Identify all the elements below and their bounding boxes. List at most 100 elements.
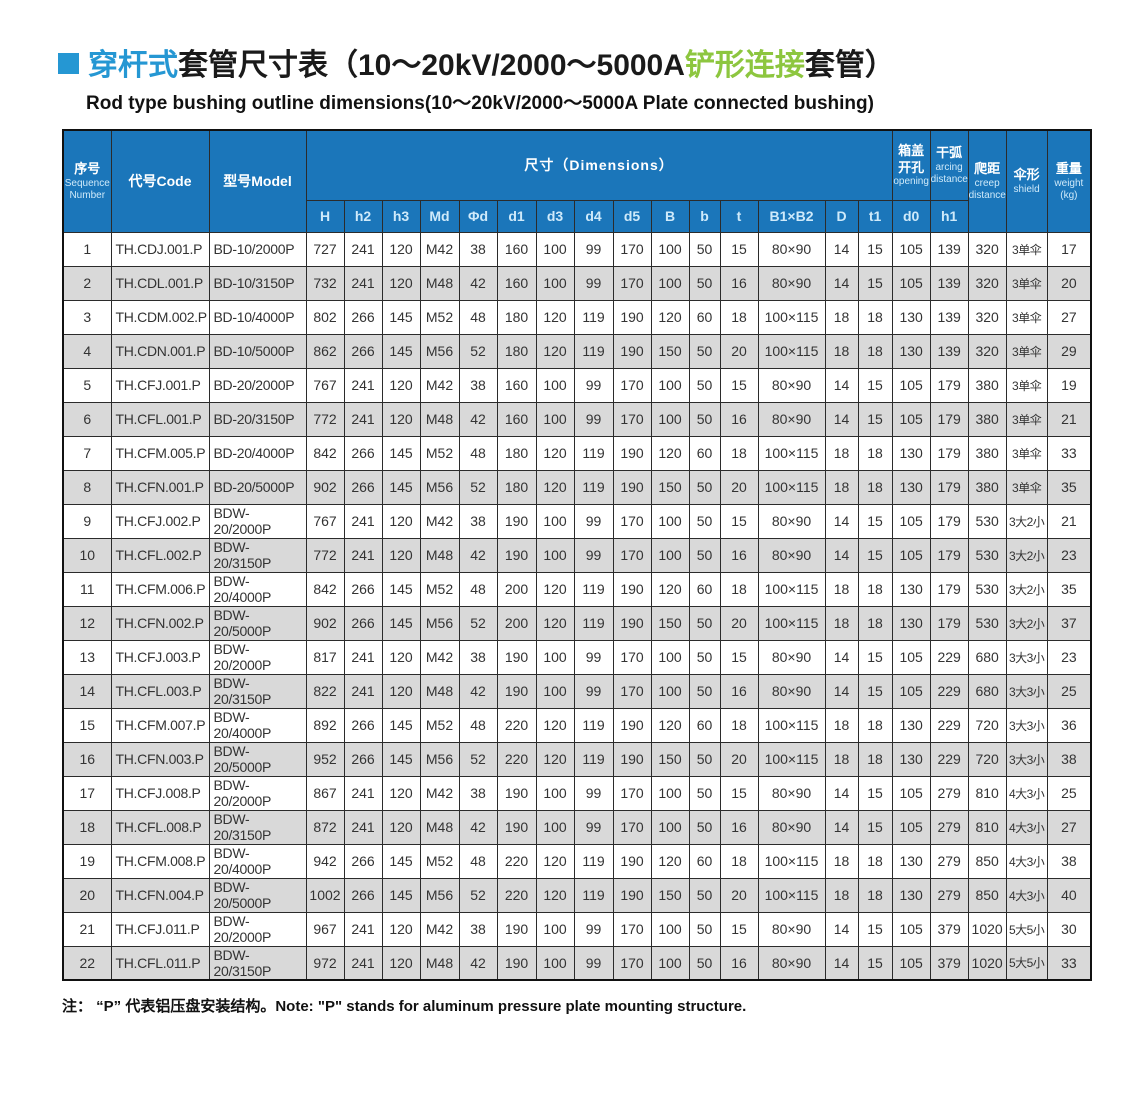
cell-weight: 25	[1046, 775, 1092, 811]
table-row: 2 TH.CDL.001.P BD-10/3150P 732 241 120 M48 42 16…	[62, 265, 1092, 301]
cell-d1: 220	[496, 741, 537, 777]
cell-t1: 18	[857, 435, 893, 471]
cell-creep-distance: 380	[967, 367, 1007, 403]
cell-d1: 190	[496, 911, 537, 947]
cell-model: BD-20/4000P	[208, 435, 307, 471]
cell-Md: M42	[419, 503, 460, 539]
cell-d5: 190	[612, 469, 652, 505]
cell-shield: 3单伞	[1005, 401, 1048, 437]
cell-H: 772	[305, 401, 345, 437]
col-header-d0: d0	[891, 199, 931, 233]
cell-phi-d: 38	[458, 775, 498, 811]
cell-phi-d: 52	[458, 469, 498, 505]
cell-t: 20	[719, 741, 759, 777]
cell-h3: 120	[381, 673, 421, 709]
cell-d0: 130	[891, 333, 931, 369]
cell-Md: M42	[419, 911, 460, 947]
cell-d4: 119	[573, 333, 614, 369]
cell-shield: 3单伞	[1005, 333, 1048, 369]
cell-model: BD-10/2000P	[208, 231, 307, 267]
cell-code: TH.CDN.001.P	[110, 333, 210, 369]
cell-H: 967	[305, 911, 345, 947]
cell-h1: 229	[929, 673, 969, 709]
cell-B: 150	[650, 333, 690, 369]
cell-Md: M48	[419, 265, 460, 301]
table-row: 21 TH.CFJ.011.P BDW-20/2000P 967 241 120 M42 38…	[62, 911, 1092, 947]
cell-creep-distance: 850	[967, 877, 1007, 913]
cell-b: 50	[688, 741, 721, 777]
cell-creep-distance: 720	[967, 741, 1007, 777]
cell-d4: 119	[573, 435, 614, 471]
cell-seq: 3	[62, 299, 112, 335]
col-header-phi-d: Φd	[458, 199, 498, 233]
cell-code: TH.CFM.006.P	[110, 571, 210, 607]
cell-t1: 15	[857, 775, 893, 811]
cell-d4: 119	[573, 299, 614, 335]
cell-D: 18	[824, 299, 859, 335]
table-row: 4 TH.CDN.001.P BD-10/5000P 862 266 145 M56 52 18…	[62, 333, 1092, 369]
cell-d1: 160	[496, 401, 537, 437]
cell-Md: M56	[419, 741, 460, 777]
cell-t: 18	[719, 435, 759, 471]
cell-d3: 100	[535, 265, 575, 301]
cell-d3: 120	[535, 299, 575, 335]
cell-Md: M56	[419, 877, 460, 913]
cell-weight: 27	[1046, 299, 1092, 335]
cell-D: 14	[824, 367, 859, 403]
cell-D: 18	[824, 469, 859, 505]
title-square-icon	[58, 52, 79, 74]
cell-d3: 120	[535, 877, 575, 913]
cell-D: 18	[824, 707, 859, 743]
page: 穿杆式套管尺寸表（10～20kV/2000～5000A铲形连接套管） Rod t…	[58, 49, 1093, 1015]
cell-model: BDW-20/2000P	[208, 911, 307, 947]
cell-shield: 3大3小	[1005, 707, 1048, 743]
cell-code: TH.CFL.011.P	[110, 945, 210, 981]
cell-h2: 241	[343, 401, 383, 437]
cell-t: 16	[719, 401, 759, 437]
cell-D: 14	[824, 945, 859, 981]
cell-seq: 4	[62, 333, 112, 369]
cell-h1: 379	[929, 945, 969, 981]
cell-b: 60	[688, 707, 721, 743]
cell-h3: 120	[381, 809, 421, 845]
cell-h3: 145	[381, 299, 421, 335]
cell-creep-distance: 530	[967, 537, 1007, 573]
cell-weight: 37	[1046, 605, 1092, 641]
cell-t: 16	[719, 809, 759, 845]
cell-B1xB2: 80×90	[757, 911, 826, 947]
cell-B1xB2: 80×90	[757, 401, 826, 437]
cell-d0: 105	[891, 367, 931, 403]
cell-phi-d: 42	[458, 537, 498, 573]
cell-h3: 120	[381, 911, 421, 947]
cell-d5: 190	[612, 299, 652, 335]
cell-d0: 130	[891, 843, 931, 879]
cell-seq: 6	[62, 401, 112, 437]
cell-Md: M42	[419, 775, 460, 811]
cell-B1xB2: 80×90	[757, 503, 826, 539]
cell-b: 50	[688, 265, 721, 301]
cell-t1: 18	[857, 707, 893, 743]
cell-weight: 30	[1046, 911, 1092, 947]
cell-model: BDW-20/3150P	[208, 809, 307, 845]
cell-B: 150	[650, 877, 690, 913]
cell-shield: 4大3小	[1005, 809, 1048, 845]
cell-B: 150	[650, 741, 690, 777]
cell-model: BDW-20/2000P	[208, 639, 307, 675]
cell-code: TH.CFN.002.P	[110, 605, 210, 641]
cell-h2: 266	[343, 435, 383, 471]
cell-t1: 18	[857, 333, 893, 369]
cell-t1: 15	[857, 911, 893, 947]
cell-phi-d: 52	[458, 333, 498, 369]
col-header-dimensions: 尺寸（Dimensions）	[305, 129, 893, 201]
cell-Md: M52	[419, 843, 460, 879]
cell-shield: 4大3小	[1005, 843, 1048, 879]
cell-t: 18	[719, 707, 759, 743]
cell-d5: 190	[612, 571, 652, 607]
cell-t: 15	[719, 639, 759, 675]
cell-d0: 130	[891, 469, 931, 505]
cell-B1xB2: 100×115	[757, 877, 826, 913]
cell-B: 120	[650, 843, 690, 879]
cell-d0: 130	[891, 435, 931, 471]
cell-d1: 190	[496, 537, 537, 573]
cell-shield: 3单伞	[1005, 299, 1048, 335]
